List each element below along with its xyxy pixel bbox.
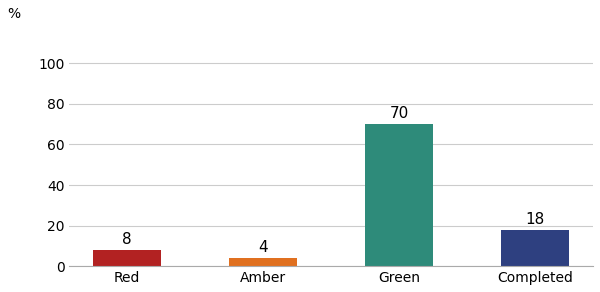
Text: %: %	[7, 7, 20, 21]
Bar	[229, 258, 297, 266]
Bar	[365, 124, 433, 266]
Text: 70: 70	[389, 106, 409, 121]
Bar	[501, 230, 569, 266]
Text: 18: 18	[526, 212, 545, 227]
Bar	[93, 250, 161, 266]
Text: 8: 8	[122, 232, 132, 247]
Text: 4: 4	[259, 240, 268, 255]
